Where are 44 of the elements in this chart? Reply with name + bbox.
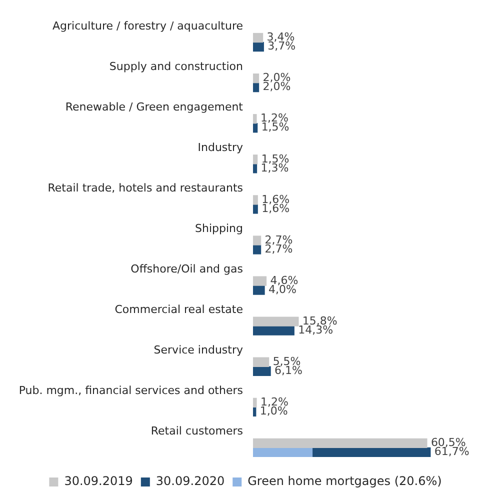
legend-label: 30.09.2019 [64,474,133,488]
bar [253,285,265,295]
y-tick-label: Commercial real estate [114,303,244,316]
bar [253,438,428,448]
bar [253,154,258,164]
bar [253,82,260,92]
y-tick-label: Supply and construction [109,60,244,73]
bar [253,32,264,43]
y-tick-label: Shipping [195,222,243,235]
legend-label: 30.09.2020 [156,474,225,488]
bar [253,73,260,84]
y-tick-label: Industry [198,140,244,154]
y-tick-label: Retail trade, hotels and restaurants [48,181,244,194]
bar [253,366,271,376]
bar [253,236,262,246]
bar [253,164,258,174]
bar [253,123,258,133]
bar [253,316,299,326]
data-label: 1,0% [260,404,288,418]
data-label: 3,7% [268,40,296,53]
bar [253,357,270,367]
bar [253,244,262,254]
y-tick-label: Retail customers [150,424,244,438]
y-tick-label: Service industry [154,344,244,357]
bar [253,42,264,52]
bar [253,276,267,286]
bar [253,114,257,124]
data-label: 5,5% [272,354,301,368]
legend-label: Green home mortgages (20.6%) [248,474,442,488]
data-label: 2,7% [264,233,293,246]
bar [253,195,258,205]
data-label: 4,6% [270,274,298,287]
data-label: 2,0% [262,80,291,94]
data-label: 1,6% [262,192,290,206]
bar [253,447,313,458]
bar [253,326,294,336]
y-tick-label: Renewable / Green engagement [65,100,244,114]
data-label: 61,7% [434,445,470,458]
bar [253,204,258,214]
y-tick-label: Agriculture / forestry / aquaculture [52,19,244,32]
y-tick-label: Pub. mgm., financial services and others [18,384,244,398]
bar [253,398,257,408]
y-tick-label: Offshore/Oil and gas [130,262,244,276]
data-label: 1,5% [261,120,290,134]
